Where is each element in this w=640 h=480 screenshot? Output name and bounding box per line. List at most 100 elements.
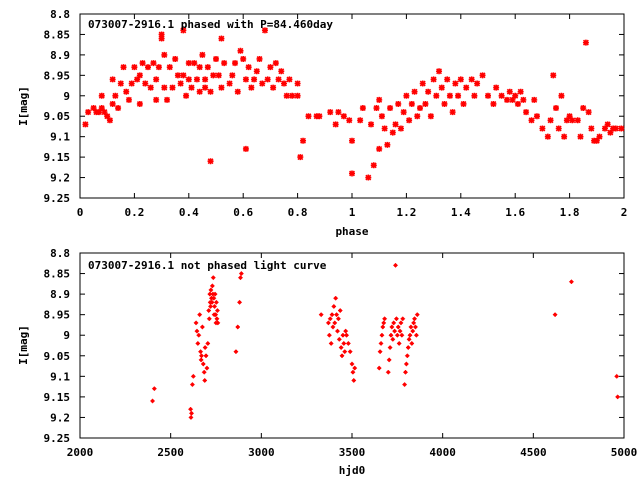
data-point bbox=[185, 60, 192, 67]
data-point bbox=[215, 72, 222, 79]
data-point bbox=[441, 100, 448, 107]
data-point bbox=[136, 100, 143, 107]
data-point bbox=[242, 76, 249, 83]
data-point bbox=[169, 84, 176, 91]
data-point bbox=[253, 68, 260, 75]
data-point bbox=[563, 117, 570, 124]
data-point bbox=[153, 96, 160, 103]
data-point bbox=[512, 92, 519, 99]
data-point bbox=[376, 145, 383, 152]
data-point bbox=[352, 365, 358, 371]
data-point bbox=[520, 96, 527, 103]
data-point bbox=[396, 340, 402, 346]
data-point bbox=[172, 55, 179, 62]
data-point bbox=[399, 332, 405, 338]
data-point bbox=[382, 316, 388, 322]
data-point bbox=[455, 92, 462, 99]
data-point bbox=[596, 133, 603, 140]
data-point bbox=[553, 105, 559, 112]
data-point bbox=[206, 308, 212, 314]
data-point bbox=[588, 125, 595, 132]
data-point bbox=[402, 382, 408, 388]
data-point bbox=[164, 96, 171, 103]
data-point bbox=[332, 320, 338, 326]
unphased-data-points bbox=[149, 262, 621, 420]
data-point bbox=[188, 84, 195, 91]
data-point bbox=[413, 332, 419, 338]
data-point bbox=[145, 64, 151, 71]
data-point bbox=[433, 92, 440, 99]
data-point bbox=[412, 316, 418, 322]
data-point bbox=[498, 92, 505, 99]
data-point bbox=[166, 64, 173, 71]
data-point bbox=[349, 170, 355, 177]
data-point bbox=[531, 96, 538, 103]
data-point bbox=[387, 345, 393, 351]
data-point bbox=[471, 92, 478, 99]
data-point bbox=[395, 100, 402, 107]
data-point bbox=[305, 113, 312, 120]
data-point bbox=[238, 271, 244, 277]
data-point bbox=[552, 312, 558, 318]
data-point bbox=[325, 320, 331, 326]
data-point bbox=[188, 406, 194, 412]
data-point bbox=[460, 100, 467, 107]
data-point bbox=[190, 373, 196, 379]
data-point bbox=[593, 137, 600, 144]
data-point bbox=[202, 76, 209, 83]
x-tick-label: 2500 bbox=[157, 446, 184, 459]
data-point bbox=[384, 141, 391, 148]
data-point bbox=[479, 72, 486, 79]
unphased-y-axis-label: I[mag] bbox=[17, 325, 30, 365]
data-point bbox=[193, 320, 199, 326]
data-point bbox=[278, 68, 285, 75]
data-point bbox=[256, 55, 263, 62]
data-point bbox=[566, 113, 573, 120]
y-tick-label: 8.95 bbox=[44, 309, 71, 322]
data-point bbox=[430, 76, 437, 83]
data-point bbox=[504, 96, 511, 103]
data-point bbox=[115, 105, 122, 112]
data-point bbox=[245, 64, 252, 71]
data-point bbox=[334, 328, 341, 334]
data-point bbox=[150, 60, 157, 67]
data-point bbox=[232, 60, 239, 67]
y-tick-label: 9.1 bbox=[50, 131, 70, 144]
data-point bbox=[509, 96, 516, 103]
data-point bbox=[153, 76, 160, 83]
data-point bbox=[419, 80, 426, 87]
data-point bbox=[607, 129, 614, 136]
data-point bbox=[211, 295, 217, 301]
y-tick-label: 8.85 bbox=[44, 268, 71, 281]
data-point bbox=[349, 137, 355, 144]
x-tick-label: 2 bbox=[621, 206, 628, 219]
data-point bbox=[158, 31, 165, 38]
data-point bbox=[201, 369, 207, 375]
data-point bbox=[226, 80, 233, 87]
data-point bbox=[380, 324, 386, 330]
data-point bbox=[457, 76, 464, 83]
data-point bbox=[385, 369, 391, 375]
data-point bbox=[349, 361, 355, 367]
data-point bbox=[316, 113, 323, 120]
data-point bbox=[336, 336, 342, 342]
data-point bbox=[391, 320, 397, 326]
data-point bbox=[555, 125, 562, 132]
data-point bbox=[294, 80, 301, 87]
data-point bbox=[139, 60, 146, 67]
data-point bbox=[161, 84, 168, 91]
data-point bbox=[142, 80, 149, 87]
data-point bbox=[161, 51, 168, 58]
data-point bbox=[136, 72, 143, 79]
data-point bbox=[376, 96, 383, 103]
y-tick-label: 9 bbox=[63, 329, 70, 342]
data-point bbox=[185, 76, 192, 83]
y-tick-label: 8.8 bbox=[50, 8, 70, 21]
y-tick-label: 8.85 bbox=[44, 28, 71, 41]
x-tick-label: 3500 bbox=[339, 446, 366, 459]
data-point bbox=[328, 340, 334, 346]
data-point bbox=[123, 88, 130, 95]
data-point bbox=[329, 312, 335, 318]
data-point bbox=[194, 328, 200, 334]
data-point bbox=[347, 349, 353, 355]
